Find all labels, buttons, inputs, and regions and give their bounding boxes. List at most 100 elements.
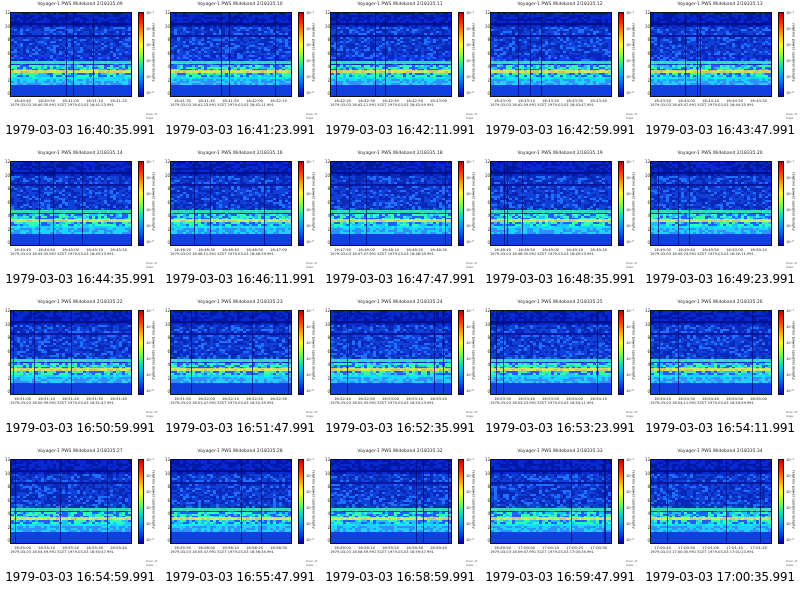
x-tick-label: 16:44:50 — [38, 247, 55, 252]
x-tick-label: 16:44:00 — [678, 98, 695, 103]
colorbar-tick: 10⁻⁵ — [466, 75, 474, 79]
x-tick-label: 16:42:30 — [358, 98, 375, 103]
spectrogram-panel[interactable]: Voyager-1 PWS Wideband 2/18335.32Frequen… — [320, 447, 480, 596]
spectrogram-plot — [490, 161, 612, 246]
time-range-footer: 1979-03-03 16:58:59.991 SCET 1979-03-03 … — [330, 550, 434, 554]
colorbar — [618, 12, 624, 97]
colorbar-tick: 10⁻⁵ — [786, 522, 794, 526]
y-tick-label: 0 — [642, 240, 650, 245]
spectrogram-plot — [10, 459, 132, 544]
x-tick-label: 17:00:00 — [518, 545, 535, 550]
y-tick-label: 12 — [162, 10, 170, 15]
y-tick-label: 2 — [2, 227, 10, 232]
y-tick-label: 10 — [2, 322, 10, 327]
x-tick-label: 16:56:20 — [246, 545, 263, 550]
y-tick-label: 12 — [642, 457, 650, 462]
y-tick-label: 0 — [482, 91, 490, 96]
colorbar — [778, 310, 784, 395]
colorbar-tick: 10⁻³ — [626, 43, 634, 47]
colorbar-tick: 10⁻⁵ — [146, 522, 154, 526]
y-tick-label: 8 — [642, 37, 650, 42]
panel-timestamp: 1979-03-03 16:59:47.991 — [480, 570, 640, 584]
spectrogram-panel[interactable]: Voyager-1 PWS Wideband 2/18335.09Frequen… — [0, 0, 160, 149]
colorbar-tick: 10⁻⁶ — [306, 240, 314, 244]
spectrogram-panel[interactable]: Voyager-1 PWS Wideband 2/18335.13Frequen… — [640, 0, 800, 149]
colorbar-tick: 10⁻¹ — [786, 11, 794, 15]
x-tick-label: 16:48:10 — [382, 247, 399, 252]
y-tick-label: 4 — [162, 64, 170, 69]
spectrogram-panel[interactable]: Voyager-1 PWS Wideband 2/18335.34Frequen… — [640, 447, 800, 596]
spectrogram-plot — [170, 161, 292, 246]
colorbar-tick: 10⁻³ — [306, 341, 314, 345]
spectrogram-panel[interactable]: Voyager-1 PWS Wideband 2/18335.33Frequen… — [480, 447, 640, 596]
time-range-footer: 1979-03-03 16:42:59.991 SCET 1979-03-03 … — [490, 103, 594, 107]
colorbar — [298, 12, 304, 97]
y-tick-label: 4 — [2, 213, 10, 218]
spectrogram-panel[interactable]: Voyager-1 PWS Wideband 2/18335.14Frequen… — [0, 149, 160, 298]
x-tick-label: 16:53:40 — [518, 396, 535, 401]
panel-title: Voyager-1 PWS Wideband 2/18335.20 — [670, 151, 770, 156]
y-tick-label: 6 — [2, 200, 10, 205]
colorbar-tick: 10⁻³ — [146, 341, 154, 345]
spectrogram-panel[interactable]: Voyager-1 PWS Wideband 2/18335.27Frequen… — [0, 447, 160, 596]
y-tick-label: 0 — [162, 91, 170, 96]
spectrogram-panel[interactable]: Voyager-1 PWS Wideband 2/18335.23Frequen… — [160, 298, 320, 447]
y-tick-label: 12 — [322, 308, 330, 313]
credit-label: Univ. of Iowa — [146, 410, 160, 418]
spectrogram-panel[interactable]: Voyager-1 PWS Wideband 2/18335.24Frequen… — [320, 298, 480, 447]
spectrogram-panel[interactable]: Voyager-1 PWS Wideband 2/18335.11Frequen… — [320, 0, 480, 149]
spectrogram-panel[interactable]: Voyager-1 PWS Wideband 2/18335.10Frequen… — [160, 0, 320, 149]
x-tick-label: 16:50:10 — [750, 247, 767, 252]
colorbar-label: relative power spectral density — [792, 470, 797, 530]
time-range-footer: 1979-03-03 16:54:11.991 SCET 1979-03-03 … — [650, 401, 754, 405]
x-tick-label: 16:41:30 — [174, 98, 191, 103]
spectrogram-panel[interactable]: Voyager-1 PWS Wideband 2/18335.18Frequen… — [320, 149, 480, 298]
colorbar-label: relative power spectral density — [312, 172, 317, 232]
spectrogram-panel[interactable]: Voyager-1 PWS Wideband 2/18335.19Frequen… — [480, 149, 640, 298]
colorbar-tick: 10⁻¹ — [306, 160, 314, 164]
colorbar-tick: 10⁻⁵ — [306, 522, 314, 526]
colorbar-tick: 10⁻⁴ — [626, 208, 634, 212]
y-tick-label: 12 — [2, 308, 10, 313]
colorbar-tick: 10⁻³ — [306, 490, 314, 494]
colorbar-tick: 10⁻⁵ — [786, 75, 794, 79]
spectrogram-panel[interactable]: Voyager-1 PWS Wideband 2/18335.16Frequen… — [160, 149, 320, 298]
spectrogram-panel[interactable]: Voyager-1 PWS Wideband 2/18335.22Frequen… — [0, 298, 160, 447]
x-tick-label: 16:48:30 — [430, 247, 447, 252]
spectrogram-panel[interactable]: Voyager-1 PWS Wideband 2/18335.25Frequen… — [480, 298, 640, 447]
x-tick-label: 16:51:40 — [110, 396, 127, 401]
panel-timestamp: 1979-03-03 16:46:11.991 — [160, 272, 320, 286]
x-tick-label: 16:54:00 — [566, 396, 583, 401]
panel-timestamp: 1979-03-03 16:43:47.991 — [640, 123, 800, 137]
y-tick-label: 0 — [322, 538, 330, 543]
panel-timestamp: 1979-03-03 16:53:23.991 — [480, 421, 640, 435]
panel-title: Voyager-1 PWS Wideband 2/18335.10 — [190, 2, 290, 7]
colorbar-tick: 10⁻⁴ — [786, 357, 794, 361]
x-tick-label: 16:51:50 — [174, 396, 191, 401]
spectrogram-panel[interactable]: Voyager-1 PWS Wideband 2/18335.26Frequen… — [640, 298, 800, 447]
spectrogram-panel[interactable]: Voyager-1 PWS Wideband 2/18335.28Frequen… — [160, 447, 320, 596]
colorbar-tick: 10⁻¹ — [466, 11, 474, 15]
spectrogram-plot — [490, 12, 612, 97]
y-tick-label: 4 — [642, 362, 650, 367]
colorbar-tick: 10⁻⁶ — [146, 91, 154, 95]
colorbar-tick: 10⁻⁶ — [786, 240, 794, 244]
time-range-footer: 1979-03-03 16:52:35.991 SCET 1979-03-03 … — [330, 401, 434, 405]
colorbar-tick: 10⁻¹ — [786, 309, 794, 313]
y-tick-label: 2 — [162, 227, 170, 232]
x-tick-label: 16:52:20 — [246, 396, 263, 401]
y-tick-label: 6 — [2, 349, 10, 354]
colorbar-label: relative power spectral density — [472, 470, 477, 530]
spectrogram-panel[interactable]: Voyager-1 PWS Wideband 2/18335.12Frequen… — [480, 0, 640, 149]
x-tick-label: 16:44:40 — [14, 247, 31, 252]
y-tick-label: 12 — [642, 10, 650, 15]
y-tick-label: 12 — [642, 308, 650, 313]
colorbar-tick: 10⁻³ — [786, 341, 794, 345]
colorbar-tick: 10⁻² — [306, 474, 314, 478]
colorbar-tick: 10⁻⁵ — [306, 373, 314, 377]
colorbar-tick: 10⁻⁴ — [146, 506, 154, 510]
panel-timestamp: 1979-03-03 16:49:23.991 — [640, 272, 800, 286]
y-tick-label: 8 — [322, 484, 330, 489]
panel-title: Voyager-1 PWS Wideband 2/18335.12 — [510, 2, 610, 7]
spectrogram-panel[interactable]: Voyager-1 PWS Wideband 2/18335.20Frequen… — [640, 149, 800, 298]
